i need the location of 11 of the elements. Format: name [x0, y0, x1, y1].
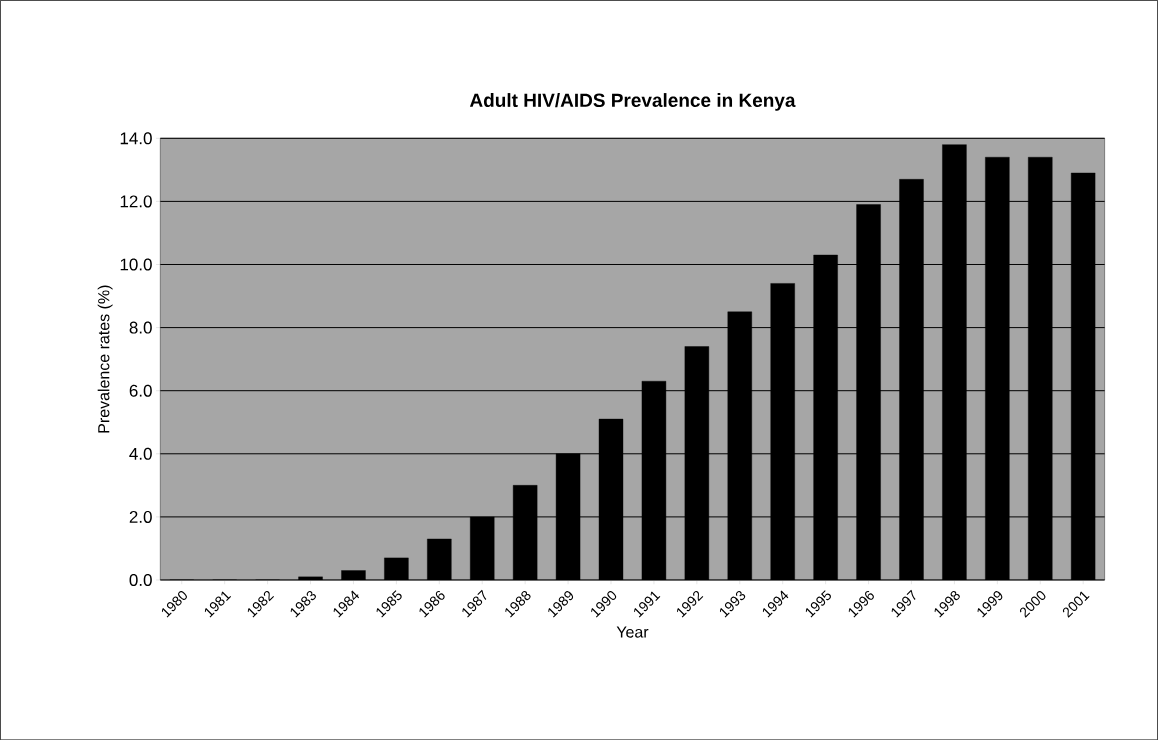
x-axis-title: Year — [616, 626, 649, 638]
chart-title: Adult HIV/AIDS Prevalence in Kenya — [469, 92, 796, 111]
y-tick-label: 0.0 — [129, 573, 152, 586]
y-tick-label: 2.0 — [129, 510, 152, 523]
y-tick-label: 10.0 — [120, 258, 152, 271]
y-tick-label: 4.0 — [129, 447, 152, 460]
y-tick-label: 8.0 — [129, 321, 152, 334]
y-tick-label: 12.0 — [120, 195, 152, 208]
y-tick-label: 14.0 — [120, 132, 152, 145]
y-tick-label: 6.0 — [129, 384, 152, 397]
y-axis-title: Prevalence rates (%) — [97, 285, 113, 433]
